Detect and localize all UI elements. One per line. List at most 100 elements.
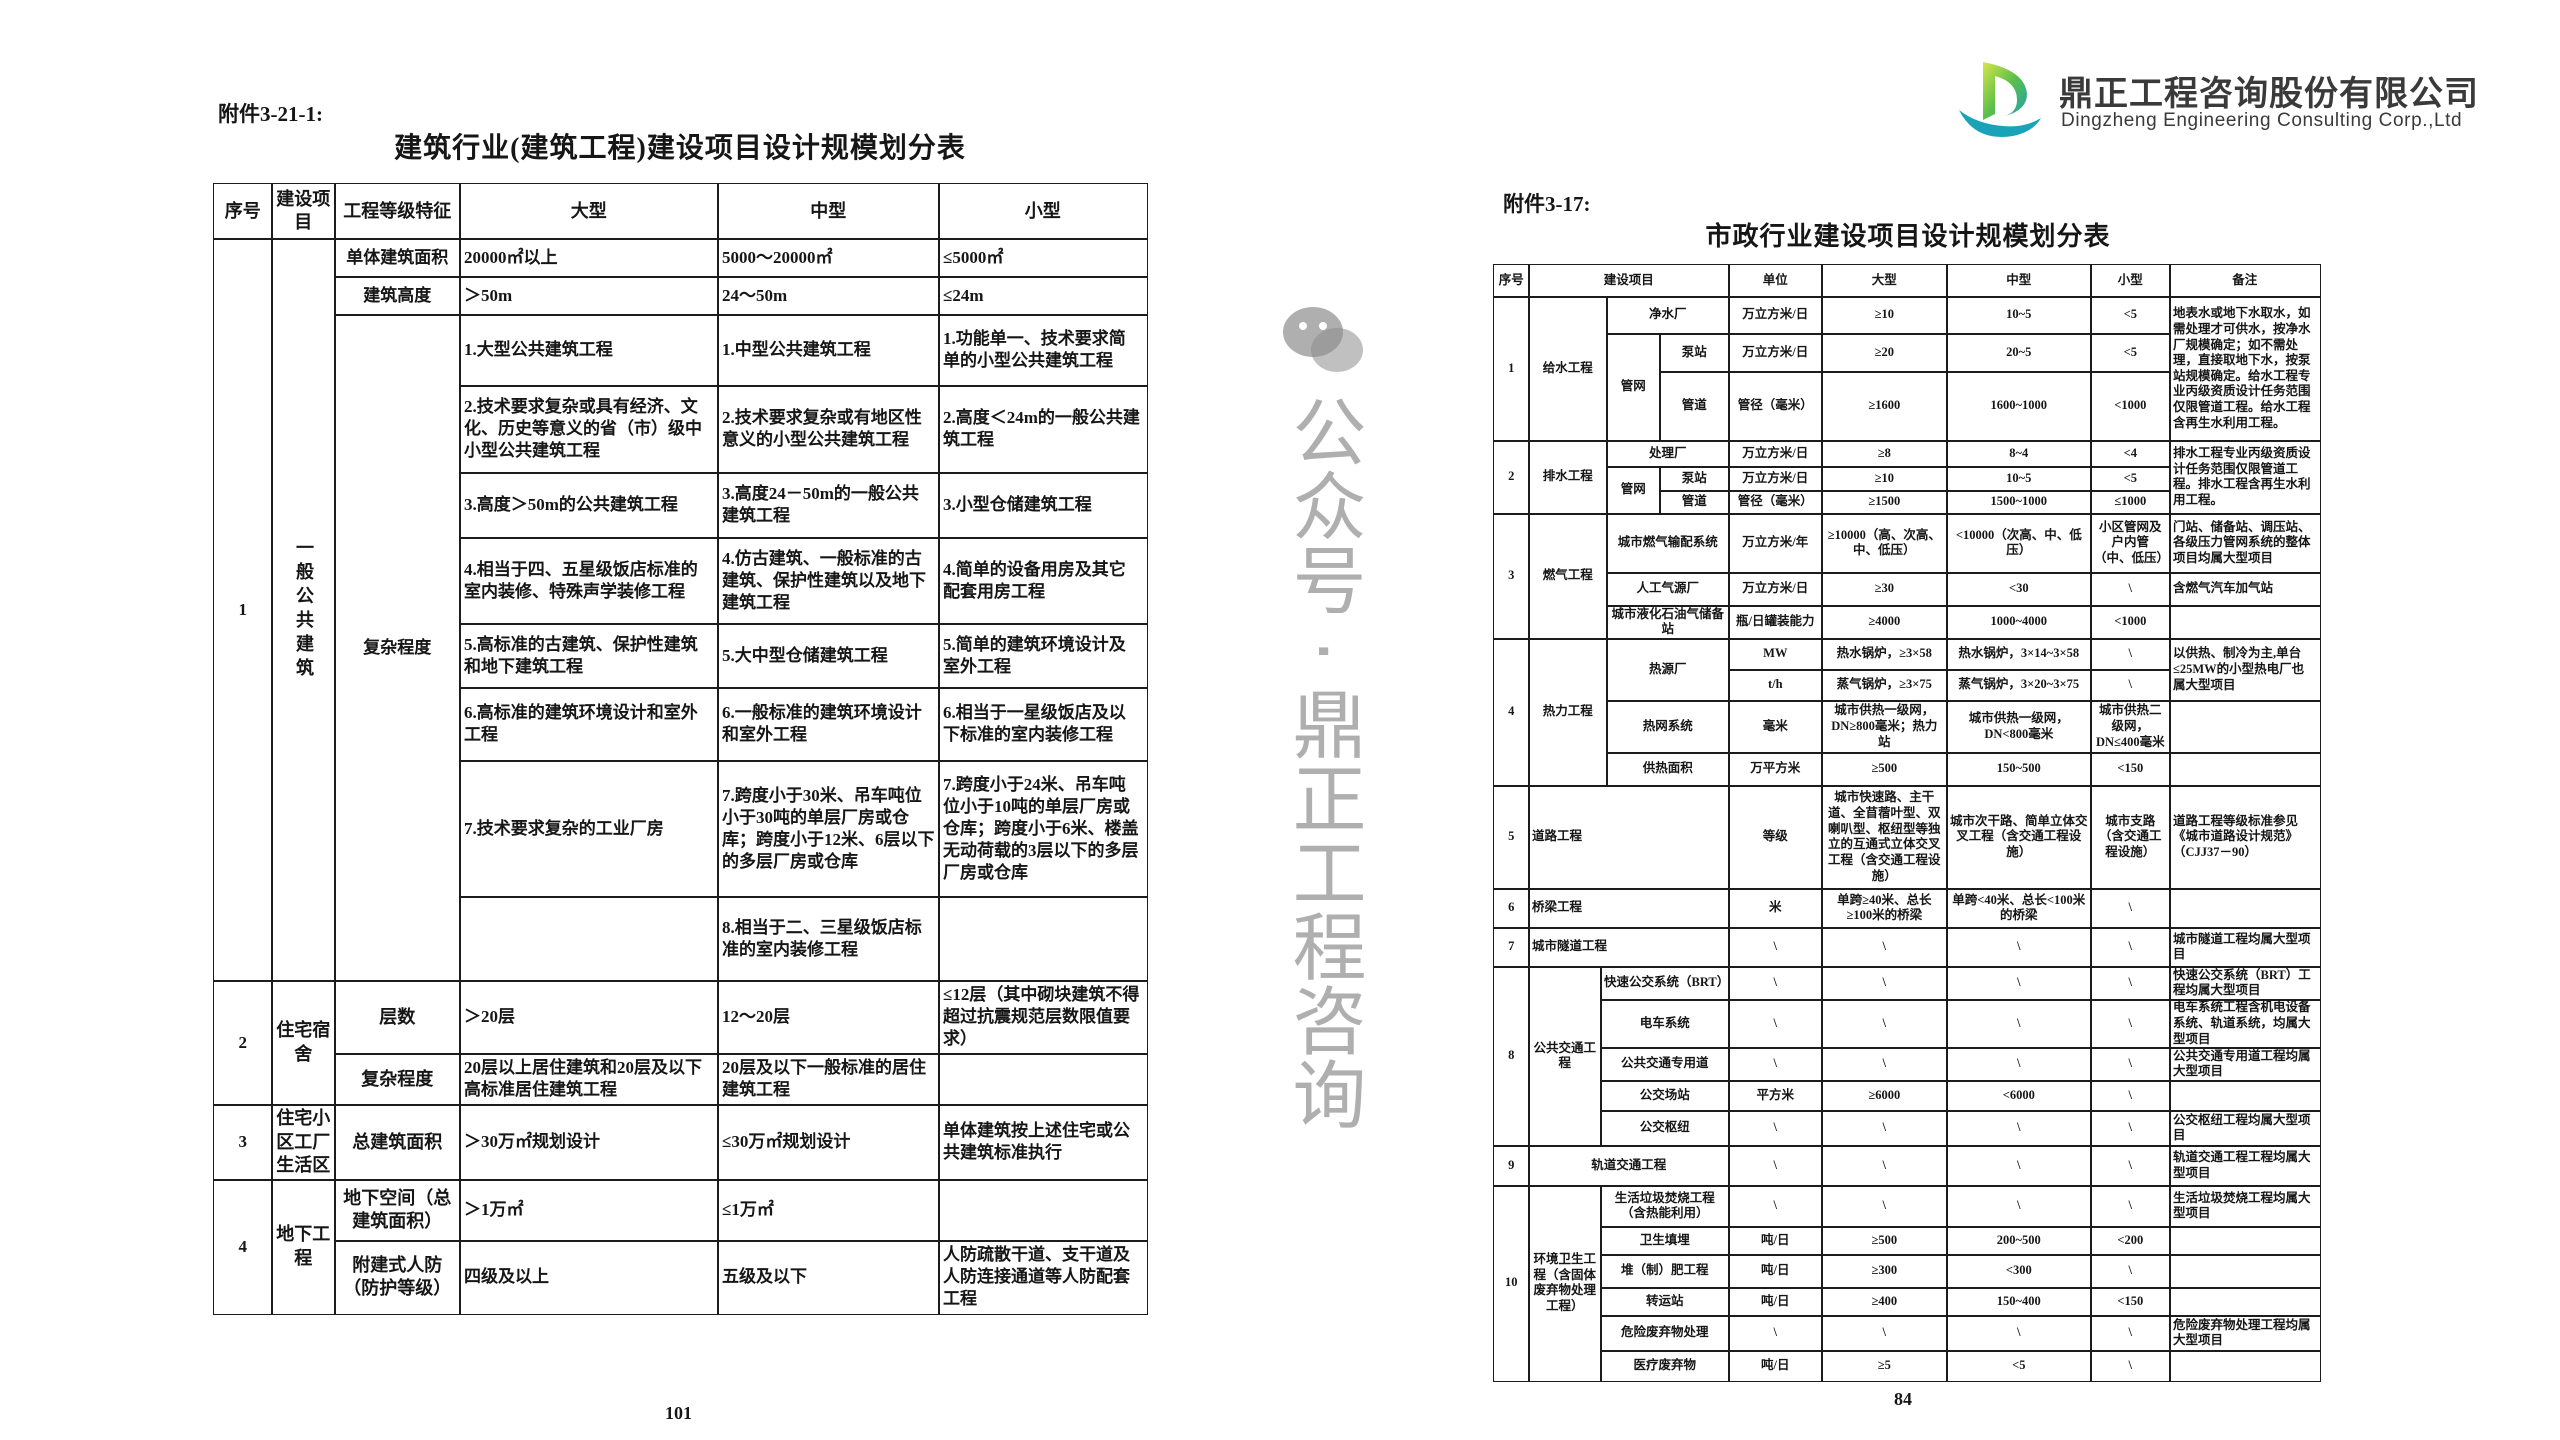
cell-unit: 管径（毫米）	[1728, 490, 1823, 515]
cell-unit: t/h	[1728, 669, 1823, 702]
section-name: 燃气工程	[1528, 513, 1608, 640]
item-name: 泵站	[1659, 333, 1730, 373]
cell-unit: 万立方米/年	[1728, 513, 1823, 574]
section-name: 热力工程	[1528, 638, 1608, 787]
cell-small: \	[2090, 1080, 2171, 1112]
section-number: 10	[1493, 1185, 1530, 1382]
cell-unit: 万立方米/日	[1728, 572, 1823, 607]
cell-large: \	[1821, 1185, 1948, 1228]
section-number: 4	[1493, 638, 1530, 787]
cell-large: 城市快速路、主干道、全苜蓿叶型、双喇叭型、枢纽型等独立的互通式立体交叉工程（含交…	[1821, 785, 1948, 890]
cell-unit: \	[1728, 1047, 1823, 1082]
cell-small: \	[2090, 1145, 2171, 1187]
section-name: 排水工程	[1528, 440, 1608, 515]
right-page-number: 84	[1894, 1389, 1912, 1409]
cell-medium: ≤1万㎡	[717, 1179, 940, 1242]
cell-medium: 1.中型公共建筑工程	[717, 314, 940, 387]
section-name: 轨道交通工程	[1528, 1145, 1730, 1187]
item-name: 管道	[1659, 490, 1730, 515]
cell-small: \	[2090, 1110, 2171, 1147]
section-number: 1	[1493, 296, 1530, 442]
cell-unit: 等级	[1728, 785, 1823, 890]
cell-large: 4.相当于四、五星级饭店标准的室内装修、特殊声学装修工程	[459, 537, 719, 625]
cell-unit: 吨/日	[1728, 1287, 1823, 1317]
cell-note: 以供热、制冷为主,单台≤25MW的小型热电厂也属大型项目	[2169, 638, 2321, 702]
cell-large: ≥10	[1821, 296, 1948, 335]
cell-medium: 24～50m	[717, 276, 940, 316]
cell-large: ≥10	[1821, 466, 1948, 492]
cell-large: 20000㎡以上	[459, 238, 719, 278]
cell-medium: 8.相当于二、三星级饭店标准的室内装修工程	[717, 896, 940, 982]
cell-medium: 5000～20000㎡	[717, 238, 940, 278]
cell-note: 危险废弃物处理工程均属大型项目	[2169, 1315, 2321, 1352]
cell-small: 单体建筑按上述住宅或公共建筑标准执行	[938, 1104, 1148, 1181]
cell-large: 6.高标准的建筑环境设计和室外工程	[459, 687, 719, 762]
item-name: 处理厂	[1606, 440, 1730, 468]
cell-unit: 吨/日	[1728, 1350, 1823, 1382]
cell-note: 生活垃圾焚烧工程均属大型项目	[2169, 1185, 2321, 1228]
cell-small: <1000	[2090, 371, 2171, 442]
item-name: 公交场站	[1600, 1080, 1730, 1112]
cell-medium: 5.大中型仓储建筑工程	[717, 623, 940, 689]
cell-small: 2.高度＜24m的一般公共建筑工程	[938, 385, 1148, 474]
cell-small	[938, 1053, 1148, 1106]
cell-unit: 万平方米	[1728, 752, 1823, 787]
cell-note	[2169, 752, 2321, 787]
cell-large: 城市供热一级网，DN≥800毫米；热力站	[1821, 700, 1948, 754]
header-large: 大型	[459, 183, 719, 240]
cell-medium: <6000	[1946, 1080, 2092, 1112]
cell-large: \	[1821, 1047, 1948, 1082]
cell-medium: \	[1946, 1145, 2092, 1187]
cell-large: ≥10000（高、次高、中、低压）	[1821, 513, 1948, 574]
cell-small: 城市供热二级网，DN≤400毫米	[2090, 700, 2171, 754]
cell-note: 含燃气汽车加气站	[2169, 572, 2321, 607]
cell-note	[2169, 1226, 2321, 1256]
header-large: 大型	[1821, 264, 1948, 298]
header-seq: 序号	[1493, 264, 1530, 298]
section-name: 城市隧道工程	[1528, 927, 1730, 968]
cell-small: <150	[2090, 752, 2171, 787]
header-project: 建设项目	[271, 183, 336, 240]
cell-medium: 城市次干路、简单立体交叉工程（含交通工程设施）	[1946, 785, 2092, 890]
cell-large: ＞30万㎡规划设计	[459, 1104, 719, 1181]
cell-large: \	[1821, 1315, 1948, 1352]
cell-note	[2169, 1080, 2321, 1112]
cell-medium: 10~5	[1946, 466, 2092, 492]
cell-large: ≥20	[1821, 333, 1948, 373]
cell-small: 3.小型仓储建筑工程	[938, 472, 1148, 539]
cell-large: \	[1821, 966, 1948, 1001]
cell-note: 城市隧道工程均属大型项目	[2169, 927, 2321, 968]
cell-small	[938, 1179, 1148, 1242]
cell-medium: ≤30万㎡规划设计	[717, 1104, 940, 1181]
section-number: 7	[1493, 927, 1530, 968]
watermark-text: 公众号 · 鼎正工程咨询	[1280, 394, 1366, 1131]
cell-large: ＞20层	[459, 980, 719, 1055]
cell-large: ≥300	[1821, 1254, 1948, 1289]
cell-medium: 单跨<40米、总长<100米的桥梁	[1946, 888, 2092, 929]
section-name: 桥梁工程	[1528, 888, 1730, 929]
cell-medium: 城市供热一级网，DN<800毫米	[1946, 700, 2092, 754]
header-medium: 中型	[1946, 264, 2092, 298]
cell-unit: \	[1728, 1145, 1823, 1187]
cell-medium: 五级及以下	[717, 1240, 940, 1315]
header-project: 建设项目	[1528, 264, 1730, 298]
feature-cell: 建筑高度	[334, 276, 461, 316]
cell-note: 公交枢纽工程均属大型项目	[2169, 1110, 2321, 1147]
cell-medium: <10000（次高、中、低压）	[1946, 513, 2092, 574]
cell-large: ≥30	[1821, 572, 1948, 607]
cell-small: 1.功能单一、技术要求简单的小型公共建筑工程	[938, 314, 1148, 387]
cell-medium: 热水锅炉，3×14~3×58	[1946, 638, 2092, 671]
cell-medium: 12～20层	[717, 980, 940, 1055]
cell-medium: \	[1946, 927, 2092, 968]
cell-large: 1.大型公共建筑工程	[459, 314, 719, 387]
cell-medium: 3.高度24－50m的一般公共建筑工程	[717, 472, 940, 539]
cell-unit: 瓶/日罐装能力	[1728, 605, 1823, 640]
cell-medium: 6.一般标准的建筑环境设计和室外工程	[717, 687, 940, 762]
feature-cell: 单体建筑面积	[334, 238, 461, 278]
cell-large: ≥8	[1821, 440, 1948, 468]
header-medium: 中型	[717, 183, 940, 240]
item-name: 供热面积	[1606, 752, 1730, 787]
cell-large: ≥6000	[1821, 1080, 1948, 1112]
section-name: 给水工程	[1528, 296, 1608, 442]
cell-small: <150	[2090, 1287, 2171, 1317]
